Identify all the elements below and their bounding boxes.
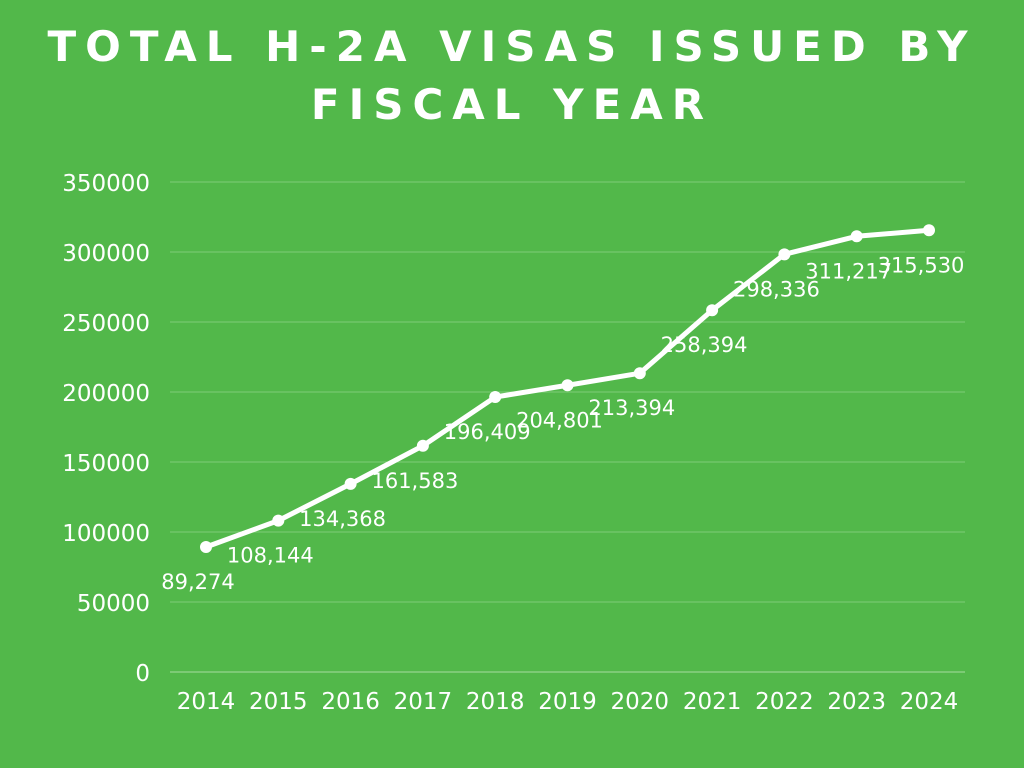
x-tick-label: 2021 [683,689,742,715]
y-tick-label: 0 [135,661,150,687]
y-tick-label: 350000 [62,171,150,197]
data-point [923,224,935,237]
points-layer [200,224,935,554]
data-label: 298,336 [733,277,820,301]
y-tick-label: 50000 [77,591,150,617]
data-label: 196,409 [444,420,531,444]
data-label: 258,394 [661,333,748,357]
data-label: 311,217 [805,259,892,283]
axes: 0 50000 100000 150000 200000 250000 300000 3500… [62,171,958,715]
x-tick-label: 2015 [249,689,308,715]
data-point [489,391,502,404]
gridlines [170,181,965,673]
y-tick-label: 200000 [62,381,150,407]
data-point [561,379,574,392]
data-label: 315,530 [878,253,965,277]
chart-title-line-2: FISCAL YEAR [310,80,714,129]
data-label: 161,583 [371,469,458,493]
chart-title: TOTAL H-2A VISAS ISSUED BY FISCAL YEAR [0,18,1024,134]
data-point [344,477,357,490]
data-point [850,230,863,243]
chart-title-line-1: TOTAL H-2A VISAS ISSUED BY [47,22,977,71]
data-label: 89,274 [161,570,234,594]
x-tick-label: 2023 [827,689,886,715]
data-label: 108,144 [227,544,314,568]
x-tick-label: 2024 [900,689,959,715]
x-tick-label: 2022 [755,689,814,715]
y-tick-label: 250000 [62,311,150,337]
data-point [416,439,429,452]
data-point [633,367,646,380]
data-point [272,514,285,527]
data-point [706,304,719,317]
y-tick-label: 150000 [62,451,150,477]
y-tick-label: 300000 [62,241,150,267]
data-label: 213,394 [588,396,675,420]
x-tick-label: 2018 [466,689,525,715]
x-tick-label: 2016 [321,689,380,715]
data-label: 134,368 [299,507,386,531]
x-tick-label: 2017 [394,689,453,715]
data-point [778,248,791,261]
x-tick-label: 2020 [611,689,670,715]
y-tick-label: 100000 [62,521,150,547]
data-label: 204,801 [516,408,603,432]
x-tick-label: 2019 [538,689,597,715]
data-point [200,541,212,554]
x-tick-label: 2014 [177,689,236,715]
